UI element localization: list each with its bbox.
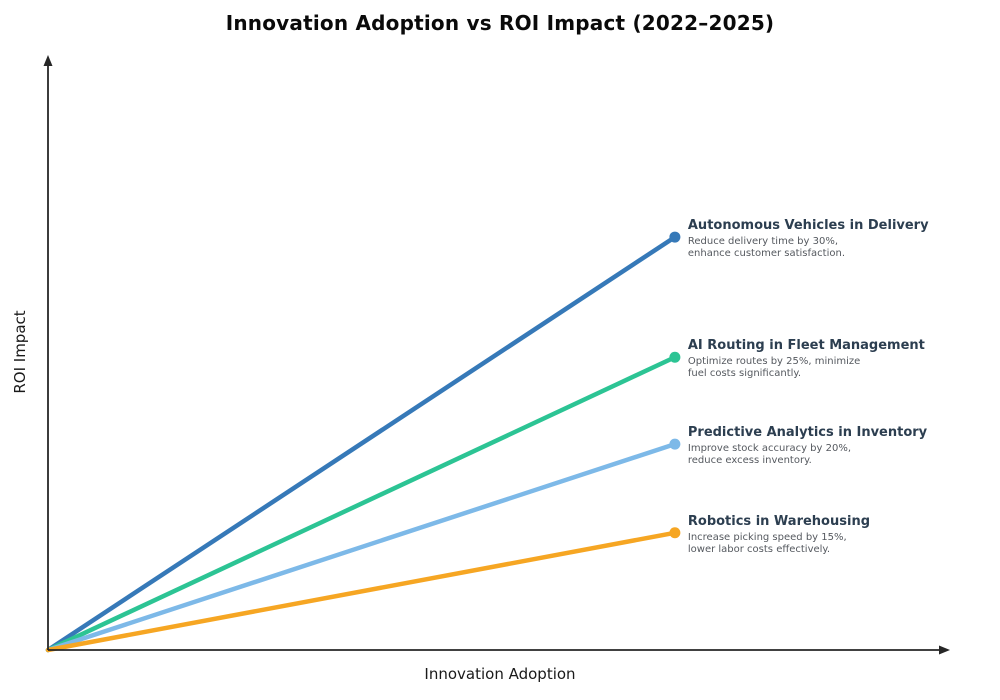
x-axis-label: Innovation Adoption bbox=[424, 665, 576, 683]
annotation-predictive-analytics: Predictive Analytics in Inventory Improv… bbox=[688, 425, 927, 467]
y-axis-label: ROI Impact bbox=[11, 310, 29, 394]
annotation-desc-line: Optimize routes by 25%, minimize bbox=[687, 356, 861, 368]
annotation-desc-line: enhance customer satisfaction. bbox=[687, 248, 845, 260]
series-endpoint-dot-3 bbox=[669, 527, 681, 539]
series-line-2 bbox=[45, 441, 678, 653]
series-endpoint-dot-1 bbox=[669, 351, 681, 363]
series-line-0 bbox=[45, 234, 678, 653]
annotation-title: AI Routing in Fleet Management bbox=[687, 338, 925, 354]
annotation-robotics: Robotics in Warehousing Increase picking… bbox=[688, 514, 870, 556]
annotation-title: Robotics in Warehousing bbox=[687, 513, 871, 529]
annotation-desc-line: Reduce delivery time by 30%, bbox=[687, 236, 838, 248]
x-axis-arrow-icon bbox=[939, 645, 950, 655]
annotation-desc-line: Increase picking speed by 15%, bbox=[687, 531, 847, 543]
annotation-desc-line: reduce excess inventory. bbox=[687, 455, 812, 467]
annotation-desc-line: Improve stock accuracy by 20%, bbox=[687, 443, 852, 455]
annotation-desc-line: lower labor costs effectively. bbox=[687, 543, 831, 555]
annotation-desc-line: fuel costs significantly. bbox=[687, 368, 802, 380]
series-line-1 bbox=[45, 355, 678, 653]
annotation-autonomous-vehicles: Autonomous Vehicles in Delivery Reduce d… bbox=[688, 218, 929, 260]
annotation-ai-routing: AI Routing in Fleet Management Optimize … bbox=[688, 338, 925, 380]
series-line-3 bbox=[45, 530, 678, 653]
annotation-title: Predictive Analytics in Inventory bbox=[687, 425, 928, 441]
annotation-title: Autonomous Vehicles in Delivery bbox=[687, 218, 929, 234]
series-endpoint-dot-0 bbox=[669, 231, 681, 243]
chart-title: Innovation Adoption vs ROI Impact (2022–… bbox=[225, 11, 775, 35]
y-axis-arrow-icon bbox=[43, 55, 53, 66]
series-endpoint-dot-2 bbox=[669, 438, 681, 450]
